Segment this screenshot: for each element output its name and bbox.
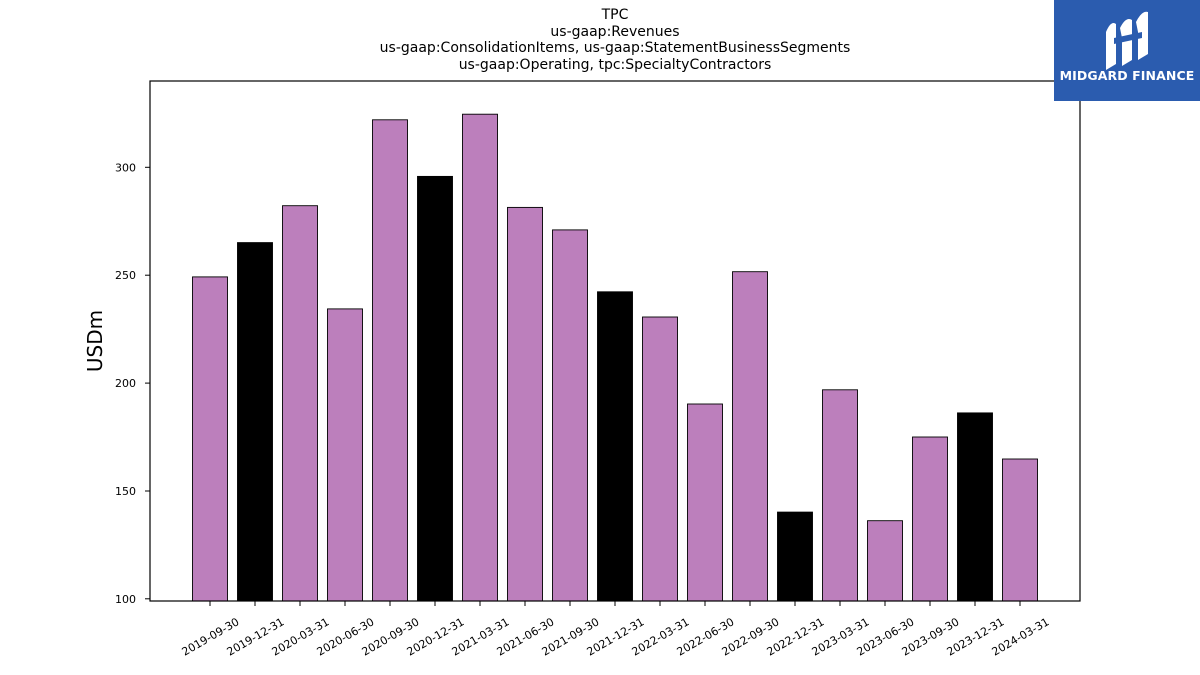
chart-title-line-3: us-gaap:ConsolidationItems, us-gaap:Stat… [379, 40, 851, 57]
y-tick-label-150: 150 [115, 485, 136, 498]
y-axis-label: USDm [83, 310, 107, 372]
chart-title-line-2: us-gaap:Revenues [550, 23, 680, 40]
bar-2022-03-31 [642, 316, 678, 602]
bar-2023-09-30 [912, 436, 948, 602]
chart-title-line-4: us-gaap:Operating, tpc:SpecialtyContract… [458, 56, 772, 73]
y-axis: 100 150 200 250 300 [115, 161, 150, 606]
bar-2021-12-31 [597, 291, 633, 602]
bar-2022-09-30 [732, 271, 768, 602]
bar-2022-06-30 [687, 403, 723, 602]
bar-2022-12-31 [777, 511, 813, 602]
bar-2020-12-31 [417, 175, 453, 602]
bar-2023-03-31 [822, 389, 858, 602]
bar-2019-12-31 [237, 242, 273, 602]
midgard-logo-icon [1106, 11, 1148, 70]
bar-2021-06-30 [507, 206, 543, 602]
y-tick-label-300: 300 [115, 161, 136, 174]
bar-2020-03-31 [282, 205, 318, 602]
logo-text: MIDGARD FINANCE [1059, 68, 1195, 83]
y-tick-label-100: 100 [115, 593, 136, 606]
y-tick-label-200: 200 [115, 377, 136, 390]
bar-2020-06-30 [327, 308, 363, 602]
y-tick-label-250: 250 [115, 269, 136, 282]
bar-2024-03-31 [1002, 458, 1038, 602]
chart-title-line-1: TPC [601, 7, 629, 23]
chart-title: TPC us-gaap:Revenues us-gaap:Consolidati… [150, 7, 1080, 73]
bar-2020-09-30 [372, 119, 408, 602]
bar-2023-06-30 [867, 520, 903, 602]
bar-2021-09-30 [552, 229, 588, 602]
midgard-finance-logo: MIDGARD FINANCE [1054, 0, 1200, 101]
bar-2023-12-31 [957, 412, 993, 602]
x-axis: 2019-09-302019-12-312020-03-312020-06-30… [180, 601, 1052, 659]
bars-group [192, 113, 1038, 602]
bar-2019-09-30 [192, 276, 228, 602]
bar-2021-03-31 [462, 113, 498, 602]
